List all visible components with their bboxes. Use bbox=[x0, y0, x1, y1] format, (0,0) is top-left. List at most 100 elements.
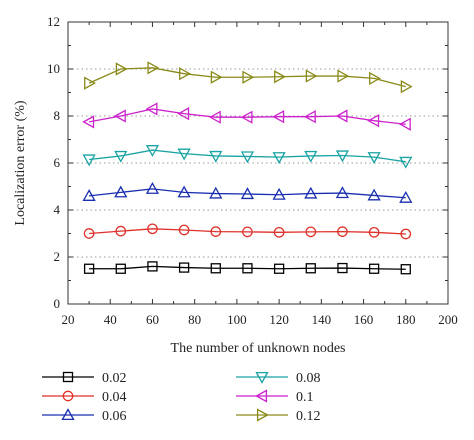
data-point bbox=[399, 190, 413, 203]
grid-lines bbox=[68, 68, 448, 258]
data-point bbox=[273, 263, 285, 274]
x-tick-label: 160 bbox=[354, 312, 374, 327]
data-point bbox=[177, 185, 191, 198]
series-0.08 bbox=[82, 145, 413, 169]
legend-label: 0.06 bbox=[102, 409, 127, 424]
series-lines bbox=[82, 61, 413, 275]
data-point bbox=[242, 263, 253, 274]
data-point bbox=[145, 102, 158, 116]
data-point bbox=[84, 76, 96, 90]
data-point bbox=[210, 263, 221, 274]
data-point bbox=[145, 182, 160, 194]
legend-label: 0.12 bbox=[296, 409, 321, 424]
legend-label: 0.04 bbox=[102, 390, 127, 405]
axis-ticks: 0 2 4 6 8 10 12 20 40 60 80 100 120 140 160 180 200 bbox=[47, 14, 458, 327]
data-point bbox=[369, 71, 381, 86]
y-tick-label: 6 bbox=[54, 155, 61, 170]
data-point bbox=[335, 186, 350, 199]
x-tick-label: 100 bbox=[227, 312, 247, 327]
y-tick-label: 4 bbox=[54, 202, 61, 217]
data-point bbox=[273, 226, 285, 238]
legend-item-0.12: 0.12 bbox=[236, 408, 321, 424]
data-point bbox=[399, 156, 413, 169]
data-point bbox=[147, 61, 160, 75]
data-point bbox=[274, 70, 286, 84]
x-tick-label: 20 bbox=[62, 312, 75, 327]
y-tick-label: 8 bbox=[54, 108, 61, 123]
data-point bbox=[178, 224, 190, 236]
series-0.06 bbox=[82, 182, 413, 203]
data-point bbox=[147, 261, 158, 272]
data-point bbox=[400, 228, 412, 240]
legend-item-0.04: 0.04 bbox=[42, 390, 127, 405]
y-tick-label: 0 bbox=[54, 296, 61, 311]
legend-label: 0.02 bbox=[102, 371, 127, 386]
series-0.12 bbox=[84, 61, 413, 94]
legend-item-0.1: 0.1 bbox=[236, 389, 314, 405]
data-point bbox=[145, 145, 160, 157]
data-point bbox=[335, 109, 348, 123]
data-point bbox=[82, 115, 95, 129]
data-point bbox=[83, 228, 95, 239]
data-point bbox=[272, 187, 286, 200]
data-point bbox=[367, 188, 381, 201]
data-point bbox=[114, 150, 128, 163]
data-point bbox=[208, 110, 221, 124]
data-point bbox=[115, 225, 127, 237]
data-point bbox=[337, 226, 348, 237]
data-point bbox=[337, 262, 348, 274]
x-tick-label: 80 bbox=[188, 312, 201, 327]
data-point bbox=[178, 262, 190, 273]
x-tick-label: 140 bbox=[312, 312, 332, 327]
y-tick-label: 12 bbox=[47, 14, 60, 29]
series-line-0.1 bbox=[88, 108, 406, 125]
data-point bbox=[115, 62, 128, 76]
series-line-0.04 bbox=[89, 228, 406, 235]
legend-marker bbox=[62, 371, 74, 383]
data-point bbox=[272, 152, 286, 164]
legend-marker bbox=[62, 390, 74, 402]
series-0.02 bbox=[83, 261, 411, 275]
data-point bbox=[209, 150, 223, 163]
data-point bbox=[337, 69, 350, 83]
data-point bbox=[367, 114, 380, 128]
data-point bbox=[400, 264, 411, 275]
data-point bbox=[82, 154, 96, 167]
data-point bbox=[368, 263, 380, 274]
y-axis-label: Localization error (%) bbox=[13, 100, 28, 225]
x-axis-label: The number of unknown nodes bbox=[171, 341, 346, 356]
legend-label: 0.08 bbox=[296, 371, 321, 386]
data-point bbox=[367, 152, 381, 164]
data-point bbox=[209, 186, 223, 199]
y-tick-label: 2 bbox=[54, 249, 61, 264]
data-point bbox=[272, 110, 285, 124]
data-point bbox=[368, 226, 380, 238]
data-point bbox=[115, 263, 126, 274]
data-point bbox=[210, 226, 222, 237]
data-point bbox=[114, 185, 128, 198]
data-point bbox=[179, 67, 191, 81]
y-tick-label: 10 bbox=[47, 61, 60, 76]
series-line-0.08 bbox=[89, 149, 406, 163]
series-0.04 bbox=[83, 223, 412, 240]
data-point bbox=[210, 70, 223, 84]
data-point bbox=[242, 226, 253, 238]
series-line-0.02 bbox=[89, 265, 406, 270]
data-point bbox=[240, 110, 253, 124]
data-point bbox=[240, 187, 255, 200]
legend-marker bbox=[255, 389, 268, 403]
data-point bbox=[400, 80, 413, 94]
data-point bbox=[305, 263, 316, 274]
legend-marker bbox=[61, 408, 75, 421]
legend-marker bbox=[256, 408, 269, 422]
data-point bbox=[305, 226, 317, 238]
legend-item-0.02: 0.02 bbox=[42, 371, 127, 386]
series-0.1 bbox=[82, 102, 411, 131]
legend-label: 0.1 bbox=[296, 390, 314, 405]
data-point bbox=[147, 223, 158, 235]
data-point bbox=[177, 107, 190, 121]
data-point bbox=[113, 109, 126, 123]
data-point bbox=[83, 263, 95, 274]
data-point bbox=[305, 69, 318, 83]
